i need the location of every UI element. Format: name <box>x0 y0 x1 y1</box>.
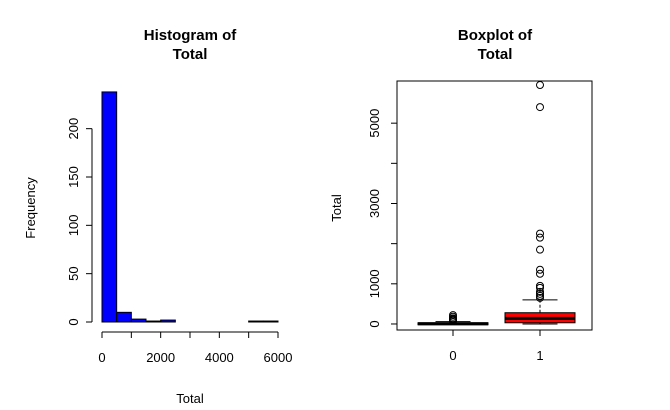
histogram-y-tick-label-2: 100 <box>66 214 81 236</box>
boxplot-outlier-1-5 <box>536 281 544 290</box>
boxplot-plot-frame <box>396 80 593 331</box>
histogram-bar-4 <box>160 319 176 323</box>
histogram-y-tick-label-0: 0 <box>66 318 81 325</box>
boxplot-outlier-1-8 <box>536 245 544 254</box>
boxplot-outlier-1-2 <box>536 289 544 298</box>
boxplot-outlier-1-12 <box>536 81 544 90</box>
boxplot-outlier-0-5 <box>449 311 457 320</box>
boxplot-title-line-2: Total <box>478 46 513 63</box>
boxplot-outlier-1-9 <box>536 233 544 242</box>
histogram-bar-11 <box>262 320 279 323</box>
boxplot-outlier-1-4 <box>536 283 544 292</box>
histogram-x-tick-label-2: 4000 <box>205 350 234 365</box>
histogram-y-label: Frequency <box>23 177 38 239</box>
histogram-panel: Histogram of Total 0 2000 4000 6000 0 50 100 1… <box>23 27 292 406</box>
histogram-x-tick-label-3: 6000 <box>264 350 293 365</box>
histogram-x-axis: 0 2000 4000 6000 <box>98 331 293 365</box>
boxplot-outlier-1-10 <box>536 229 544 238</box>
histogram-x-tick-label-1: 2000 <box>146 350 175 365</box>
boxplot-y-tick-label-3: 5000 <box>367 109 382 138</box>
histogram-bar-0 <box>101 91 118 323</box>
histogram-title-line-1: Histogram of <box>144 27 238 44</box>
boxplot-outlier-1-3 <box>536 287 544 296</box>
histogram-bar-3 <box>145 320 162 323</box>
boxplot-marks <box>417 81 576 326</box>
boxplot-outlier-1-7 <box>536 265 544 274</box>
boxplot-y-label: Total <box>329 194 344 222</box>
boxplot-outlier-1-6 <box>536 269 544 278</box>
histogram-bars <box>101 91 279 323</box>
boxplot-box-group-0 <box>417 311 489 326</box>
boxplot-outlier-1-0 <box>536 293 544 302</box>
histogram-bar-2 <box>130 318 147 323</box>
histogram-x-label: Total <box>176 391 204 406</box>
boxplot-outlier-1-11 <box>536 103 544 112</box>
histogram-y-tick-label-4: 200 <box>66 118 81 140</box>
boxplot-y-tick-label-2: 3000 <box>367 189 382 218</box>
boxplot-y-axis: 0 1000 3000 5000 <box>367 109 397 328</box>
boxplot-y-tick-label-1: 1000 <box>367 269 382 298</box>
histogram-y-axis: 0 50 100 150 200 <box>66 118 93 326</box>
histogram-title-line-2: Total <box>173 46 208 63</box>
histogram-bar-1 <box>116 311 132 323</box>
boxplot-box-group-1 <box>504 81 576 325</box>
histogram-y-tick-label-1: 50 <box>66 266 81 280</box>
boxplot-title-line-1: Boxplot of <box>458 27 533 44</box>
histogram-y-tick-label-3: 150 <box>66 166 81 188</box>
boxplot-x-tick-label-1: 1 <box>536 348 543 363</box>
boxplot-y-tick-label-0: 0 <box>367 320 382 327</box>
histogram-bar-10 <box>248 320 264 323</box>
histogram-x-tick-label-0: 0 <box>98 350 105 365</box>
boxplot-x-tick-label-0: 0 <box>449 348 456 363</box>
boxplot-outlier-1-1 <box>536 291 544 300</box>
